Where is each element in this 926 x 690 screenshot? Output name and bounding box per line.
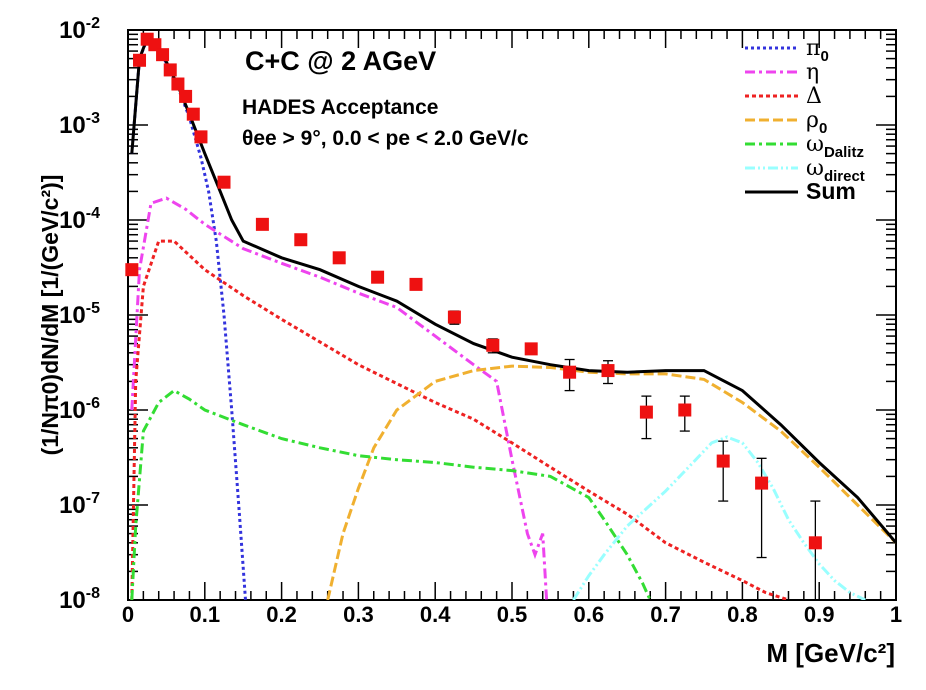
data-point xyxy=(217,175,231,189)
data-point xyxy=(125,263,139,277)
data-point xyxy=(524,342,538,356)
data-point xyxy=(179,89,193,103)
data-point xyxy=(808,536,822,550)
data-point xyxy=(601,364,615,378)
data-point xyxy=(194,130,208,144)
data-point xyxy=(133,53,147,67)
data-point xyxy=(639,405,653,419)
data-point xyxy=(332,251,346,265)
x-axis-label: M [GeV/c²] xyxy=(766,638,895,668)
x-tick-label: 0.3 xyxy=(343,602,374,627)
x-tick-label: 0.6 xyxy=(574,602,605,627)
series-line xyxy=(130,196,549,600)
data-point xyxy=(171,77,185,91)
data-point xyxy=(371,270,385,284)
legend-entry: Sum xyxy=(806,178,856,204)
x-tick-label: 0.9 xyxy=(804,602,835,627)
y-tick-label: 10-8 xyxy=(59,585,100,614)
x-tick-label: 0.1 xyxy=(190,602,221,627)
y-tick-label: 10-6 xyxy=(59,395,100,424)
legend-entry: Δ xyxy=(806,84,822,109)
data-point xyxy=(163,63,177,77)
legend-entry: ωdirect xyxy=(806,156,865,185)
data-point xyxy=(755,476,769,490)
data-point xyxy=(156,48,170,62)
x-tick-label: 0.4 xyxy=(420,602,451,627)
x-tick-label: 0.7 xyxy=(650,602,681,627)
data-point xyxy=(186,107,200,121)
y-tick-label: 10-2 xyxy=(59,15,100,44)
data-point xyxy=(447,310,461,324)
series-line xyxy=(130,388,652,600)
legend-entry: ρ0 xyxy=(806,108,827,137)
data-point xyxy=(148,38,162,52)
data-point xyxy=(678,403,692,417)
data-point xyxy=(294,233,308,247)
series-line xyxy=(130,36,247,600)
chart-title: C+C @ 2 AGeV xyxy=(245,46,436,76)
x-tick-labels: 0 0.1 0.2 0.3 0.4 0.5 0.6 0.7 0.8 0.9 1 xyxy=(122,602,902,627)
data-point xyxy=(716,454,730,468)
legend-entry: η xyxy=(806,60,819,85)
legend-entry: ωDalitz xyxy=(806,132,864,161)
chart-subtitle-cuts: θee > 9°, 0.0 < pe < 2.0 GeV/c xyxy=(242,127,529,150)
x-tick-label: 0.2 xyxy=(266,602,297,627)
x-tick-label: 0.5 xyxy=(497,602,528,627)
x-tick-label: 0.8 xyxy=(727,602,758,627)
legend-entry: π0 xyxy=(806,36,829,65)
data-point xyxy=(409,277,423,291)
y-tick-labels: 10-8 10-7 10-6 10-5 10-4 10-3 10-2 xyxy=(59,15,100,614)
y-tick-label: 10-5 xyxy=(59,300,100,329)
plot-frame xyxy=(127,29,897,601)
x-tick-label: 0 xyxy=(122,602,134,627)
data-point xyxy=(563,365,577,379)
data-point xyxy=(486,338,500,352)
y-axis-label: (1/Nπ0)dN/dM [1/(GeV/c²)] xyxy=(37,175,63,456)
y-tick-label: 10-3 xyxy=(59,110,100,139)
chart-subtitle-acceptance: HADES Acceptance xyxy=(242,96,438,119)
x-tick-label: 1 xyxy=(890,602,902,627)
series-line xyxy=(572,435,866,600)
y-tick-label: 10-7 xyxy=(59,490,100,519)
data-point xyxy=(255,217,269,231)
y-tick-label: 10-4 xyxy=(59,205,100,234)
data-points xyxy=(125,32,822,601)
series-line xyxy=(130,239,789,600)
